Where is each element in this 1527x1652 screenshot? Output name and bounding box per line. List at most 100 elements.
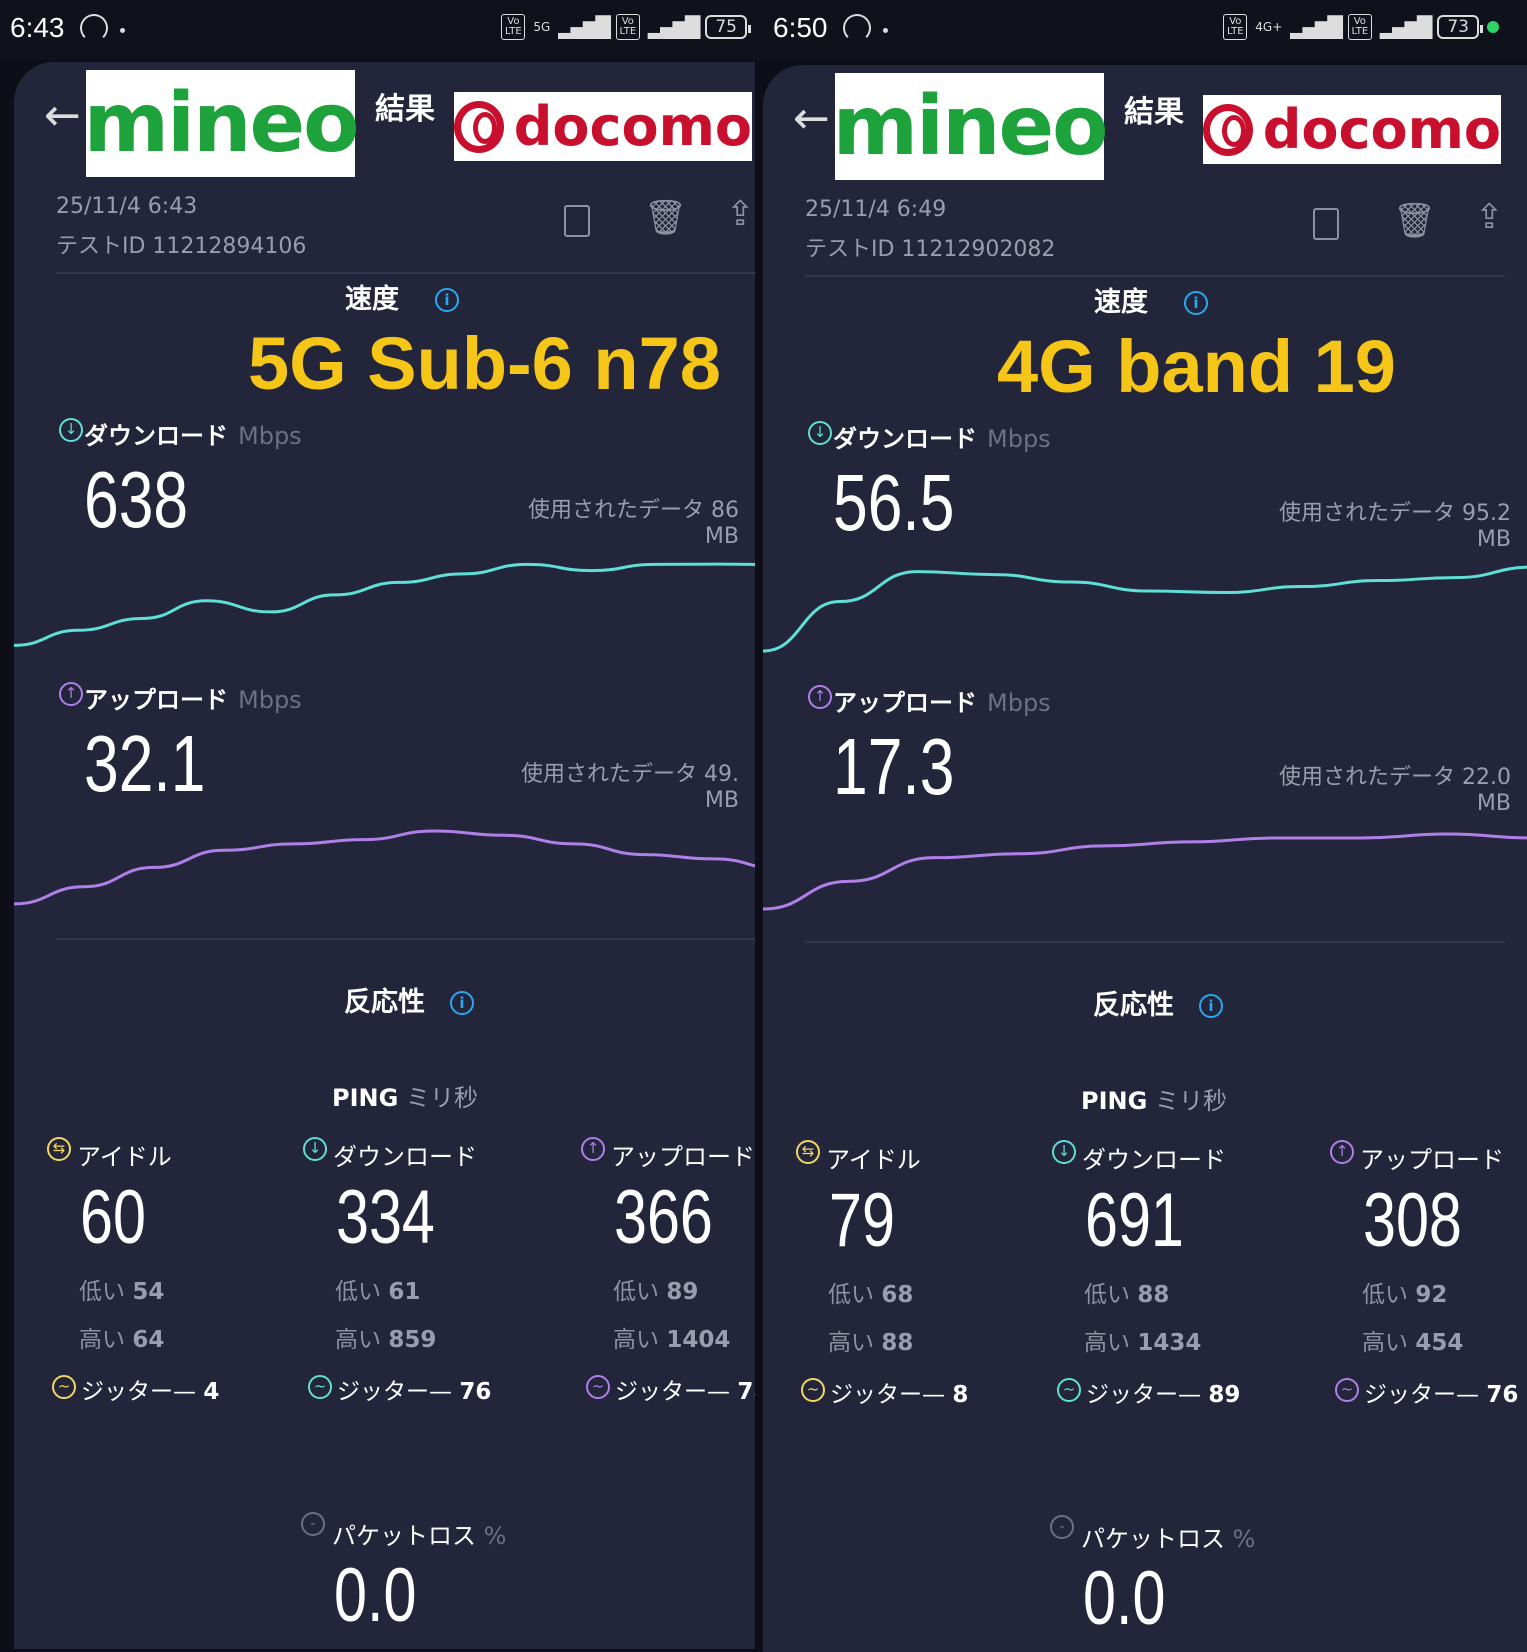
info-icon[interactable]: i bbox=[435, 288, 459, 312]
packet-loss-icon: - bbox=[301, 1512, 325, 1536]
test-id: テストID 11212902082 bbox=[805, 237, 1056, 262]
upload-label: アップロード bbox=[84, 686, 228, 714]
jitter: ジッター— 4 bbox=[81, 1379, 220, 1405]
info-icon[interactable]: i bbox=[1199, 994, 1223, 1018]
band-overlay: 5G Sub-6 n78 bbox=[248, 322, 721, 405]
docomo-logo: docomo bbox=[1203, 95, 1501, 164]
document-icon[interactable] bbox=[564, 205, 590, 237]
speedometer-icon bbox=[843, 14, 871, 42]
trash-icon[interactable]: 🗑︎ bbox=[1393, 201, 1437, 241]
docomo-logo: docomo bbox=[454, 92, 752, 161]
back-arrow-icon[interactable]: ← bbox=[44, 90, 81, 141]
download-data-used: 使用されたデータ 86 MB bbox=[528, 498, 739, 549]
ping-value: 691 bbox=[1085, 1178, 1184, 1263]
share-icon[interactable]: ⇪ bbox=[726, 194, 755, 234]
jitter-icon: ~ bbox=[308, 1375, 332, 1399]
share-icon[interactable]: ⇪ bbox=[1475, 197, 1504, 237]
ping-high: 高い 1404 bbox=[613, 1327, 731, 1353]
jitter-icon: ~ bbox=[1057, 1378, 1081, 1402]
packet-loss-icon: - bbox=[1050, 1515, 1074, 1539]
download-icon: ↓ bbox=[1052, 1140, 1076, 1164]
upload-header: アップロード Mbps bbox=[84, 680, 302, 715]
ping-label: アップロード bbox=[1360, 1146, 1504, 1174]
upload-unit: Mbps bbox=[238, 686, 302, 714]
ping-value: 79 bbox=[829, 1178, 895, 1263]
upload-icon: ↑ bbox=[1330, 1140, 1354, 1164]
download-unit: Mbps bbox=[238, 422, 302, 450]
speed-title: 速度 bbox=[1094, 287, 1148, 318]
jitter-icon: ~ bbox=[801, 1378, 825, 1402]
status-icons: Vo LTE 4G+ ▂▄▆█ Vo LTE ▂▄▆█ 73 bbox=[1223, 14, 1499, 40]
jitter-icon: ~ bbox=[1335, 1378, 1359, 1402]
upload-icon: ↑ bbox=[808, 685, 832, 709]
trash-icon[interactable]: 🗑︎ bbox=[644, 198, 688, 238]
idle-icon: ⇆ bbox=[796, 1140, 820, 1164]
result-panel: ← mineo 結果 docomo 25/11/4 6:49 テストID 112… bbox=[763, 65, 1527, 1652]
speed-line bbox=[14, 829, 755, 906]
ping-label: ダウンロード bbox=[333, 1143, 477, 1171]
packet-loss-value: 0.0 bbox=[1083, 1556, 1166, 1641]
status-icons: Vo LTE 5G ▂▄▆█ Vo LTE ▂▄▆█ 75 bbox=[501, 14, 751, 40]
battery-icon: 75 bbox=[705, 15, 751, 39]
status-bar: 6:50 Vo LTE 4G+ ▂▄▆█ Vo LTE ▂▄▆█ 73 bbox=[763, 0, 1527, 60]
packet-loss-value: 0.0 bbox=[334, 1553, 417, 1638]
download-icon: ↓ bbox=[808, 421, 832, 445]
mineo-logo: mineo bbox=[84, 70, 359, 177]
download-unit: Mbps bbox=[987, 425, 1051, 453]
upload-icon: ↑ bbox=[59, 682, 83, 706]
ping-low: 低い 89 bbox=[613, 1279, 699, 1305]
jitter: ジッター— 76 bbox=[1364, 1382, 1519, 1408]
download-header: ダウンロード Mbps bbox=[833, 419, 1051, 454]
dot-icon bbox=[883, 28, 888, 33]
ping-value: 334 bbox=[336, 1175, 435, 1260]
ping-high: 高い 859 bbox=[335, 1327, 437, 1353]
info-icon[interactable]: i bbox=[450, 991, 474, 1015]
result-panel: ← mineo 結果 docomo 25/11/4 6:43 テストID 112… bbox=[14, 62, 755, 1649]
network-type: 4G+ bbox=[1255, 20, 1283, 34]
speedometer-icon bbox=[80, 14, 108, 42]
ping-low: 低い 92 bbox=[1362, 1282, 1448, 1308]
ping-high: 高い 64 bbox=[79, 1327, 165, 1353]
upload-speed: 17.3 bbox=[833, 722, 955, 811]
divider bbox=[805, 941, 1505, 943]
jitter: ジッター— 78 bbox=[615, 1379, 755, 1405]
responsiveness-title: 反応性 bbox=[344, 987, 425, 1018]
test-date: 25/11/4 6:43 bbox=[56, 194, 198, 219]
ping-label: ダウンロード bbox=[1082, 1146, 1226, 1174]
network-type: 5G bbox=[533, 20, 551, 34]
clock: 6:43 bbox=[10, 12, 65, 43]
signal-icon: ▂▄▆█ bbox=[647, 15, 701, 39]
download-graph bbox=[763, 565, 1527, 653]
download-label: ダウンロード bbox=[833, 425, 977, 453]
download-data-used: 使用されたデータ 95.2 MB bbox=[1279, 501, 1511, 552]
privacy-dot-icon bbox=[1487, 21, 1499, 33]
upload-graph bbox=[763, 832, 1527, 911]
ping-low: 低い 68 bbox=[828, 1282, 914, 1308]
mineo-logo: mineo bbox=[833, 73, 1108, 180]
upload-speed: 32.1 bbox=[84, 719, 206, 808]
idle-icon: ⇆ bbox=[47, 1137, 71, 1161]
ping-high: 高い 88 bbox=[828, 1330, 914, 1356]
ping-high: 高い 454 bbox=[1362, 1330, 1464, 1356]
status-bar: 6:43 Vo LTE 5G ▂▄▆█ Vo LTE ▂▄▆█ 75 bbox=[0, 0, 763, 60]
document-icon[interactable] bbox=[1313, 208, 1339, 240]
ping-header: PING ミリ秒 bbox=[1081, 1087, 1227, 1115]
upload-label: アップロード bbox=[833, 689, 977, 717]
upload-header: アップロード Mbps bbox=[833, 683, 1051, 718]
signal-icon: ▂▄▆█ bbox=[558, 15, 611, 39]
page-title: 結果 bbox=[1124, 95, 1184, 130]
clock: 6:50 bbox=[773, 12, 828, 43]
download-graph bbox=[14, 562, 755, 647]
jitter-icon: ~ bbox=[52, 1375, 76, 1399]
back-arrow-icon[interactable]: ← bbox=[793, 93, 830, 144]
volte-icon: Vo LTE bbox=[501, 14, 526, 40]
info-icon[interactable]: i bbox=[1184, 291, 1208, 315]
packet-loss-label: パケットロス % bbox=[1081, 1525, 1256, 1553]
ping-label: アイドル bbox=[826, 1146, 921, 1174]
ping-label: アイドル bbox=[77, 1143, 172, 1171]
speed-line bbox=[763, 832, 1527, 911]
upload-data-used: 使用されたデータ 49. MB bbox=[521, 762, 739, 813]
download-icon: ↓ bbox=[59, 418, 83, 442]
jitter: ジッター— 76 bbox=[337, 1379, 492, 1405]
jitter-icon: ~ bbox=[586, 1375, 610, 1399]
